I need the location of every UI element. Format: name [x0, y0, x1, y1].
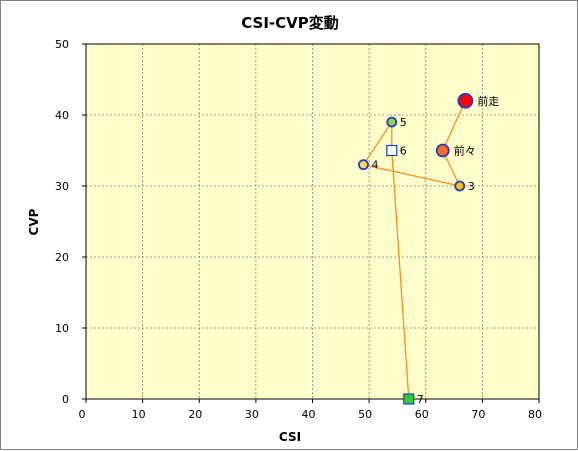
data-point-label: 7	[417, 393, 424, 406]
data-point-marker	[403, 393, 415, 405]
chart-title: CSI-CVP変動	[241, 14, 339, 32]
data-point-label: 6	[400, 145, 407, 158]
y-tick-label: 10	[55, 322, 69, 335]
x-axis-ticks: 0 10 20 30 40 50 60 70 80	[79, 399, 542, 421]
x-tick-label: 50	[358, 408, 372, 421]
data-point-marker	[386, 116, 398, 128]
data-point-marker	[435, 143, 450, 158]
x-tick-label: 40	[302, 408, 316, 421]
data-point-marker	[386, 144, 398, 157]
x-tick-label: 20	[188, 408, 202, 421]
y-tick-label: 40	[55, 109, 69, 122]
y-tick-label: 20	[55, 251, 69, 264]
x-tick-label: 10	[132, 408, 146, 421]
y-tick-label: 50	[55, 38, 69, 51]
data-point-marker	[358, 159, 369, 171]
x-tick-label: 60	[415, 408, 429, 421]
y-tick-label: 30	[55, 180, 69, 193]
data-markers	[358, 92, 474, 405]
data-point-label: 前々	[454, 144, 476, 158]
x-tick-label: 0	[79, 408, 86, 421]
y-tick-label: 0	[62, 393, 69, 406]
y-axis-title: CVP	[27, 208, 41, 235]
data-point-marker	[454, 180, 466, 192]
data-point-label: 前走	[477, 94, 499, 108]
x-tick-label: 80	[528, 408, 542, 421]
x-tick-label: 70	[471, 408, 485, 421]
data-point-label: 3	[468, 180, 475, 193]
data-point-marker	[457, 92, 474, 109]
x-axis-title: CSI	[279, 430, 301, 444]
data-point-label: 4	[371, 159, 378, 172]
y-axis-ticks: 0 10 20 30 40 50	[55, 38, 86, 406]
data-point-label: 5	[400, 116, 407, 129]
x-tick-label: 30	[245, 408, 259, 421]
